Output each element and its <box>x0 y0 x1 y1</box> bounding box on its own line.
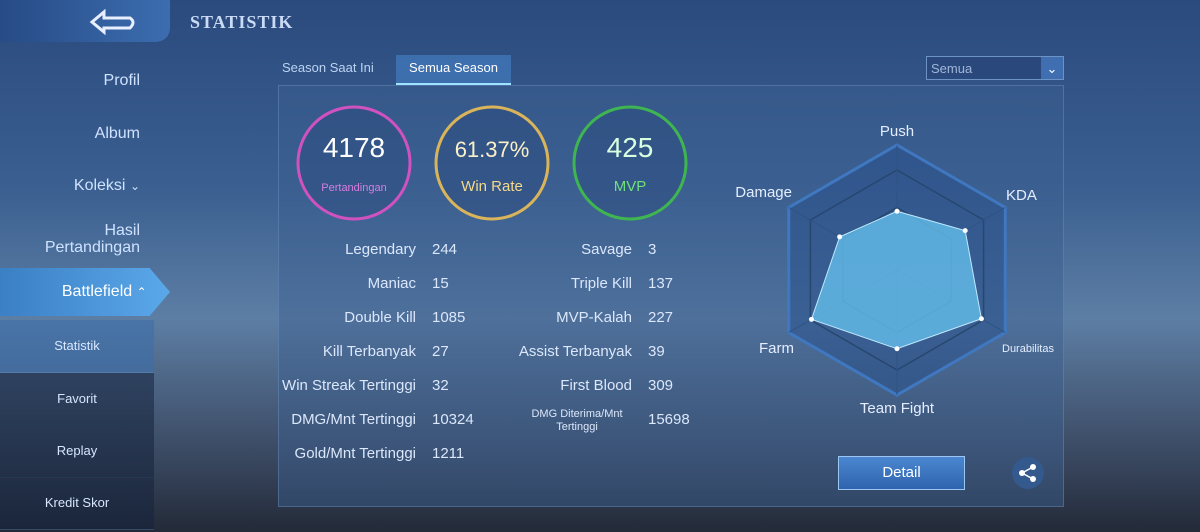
nav-item[interactable]: Profil <box>103 72 140 89</box>
tab[interactable]: Season Saat Ini <box>282 60 374 75</box>
detail-button[interactable]: Detail <box>838 456 965 490</box>
summary-label: Pertandingan <box>321 182 386 194</box>
summary-value: 425 <box>607 132 654 163</box>
nav-text: Battlefield <box>61 283 133 300</box>
summary-value: 4178 <box>323 132 385 163</box>
filter-dropdown[interactable]: Semua ⌄ <box>926 56 1064 80</box>
stat-value: 27 <box>432 343 449 360</box>
sub-item[interactable]: Kredit Skor <box>0 477 154 530</box>
stat-label: DMG/Mnt Tertinggi <box>291 411 416 428</box>
stat-value: 39 <box>648 343 665 360</box>
stat-value: 1211 <box>432 445 465 462</box>
stat-label: Kill Terbanyak <box>322 343 416 360</box>
nav-label: Battlefield ⌃ <box>61 283 147 300</box>
sub-item[interactable]: Favorit <box>0 373 154 426</box>
summary-label: Win Rate <box>461 178 523 195</box>
stat-label: Legendary <box>345 241 416 258</box>
radar-point <box>808 316 814 322</box>
stat-label: Assist Terbanyak <box>518 343 632 360</box>
summary-label: MVP <box>614 178 647 195</box>
summary-ring <box>434 105 550 221</box>
nav-item[interactable]: Koleksi ⌄ <box>73 177 140 194</box>
stat-value: 137 <box>648 275 674 292</box>
stat-label: Triple Kill <box>570 275 632 292</box>
stat-value: 309 <box>648 377 674 394</box>
radar-point <box>837 234 843 240</box>
stat-value: 15698 <box>648 411 690 428</box>
stat-value: 3 <box>648 241 657 258</box>
back-bar <box>0 0 170 42</box>
stat-label: MVP-Kalah <box>556 309 632 326</box>
radar-axis-label: Damage <box>735 184 792 201</box>
tab-active[interactable]: Semua Season <box>396 55 511 85</box>
share-button[interactable] <box>1011 456 1045 490</box>
stat-value: 15 <box>432 275 449 292</box>
nav-item-active[interactable] <box>0 268 170 316</box>
radar-axis-label: Push <box>880 123 914 140</box>
nav-label: Koleksi <box>73 177 126 194</box>
radar-point <box>894 346 900 352</box>
stat-value: 32 <box>432 377 449 394</box>
summary-ring <box>572 105 688 221</box>
stat-label: Maniac <box>367 275 416 292</box>
stat-label: Win Streak Tertinggi <box>282 377 416 394</box>
sub-item-active[interactable]: Statistik <box>0 320 154 373</box>
radar-axis-label: Team Fight <box>860 400 935 417</box>
stat-label: Double Kill <box>344 309 416 326</box>
back-button[interactable] <box>80 6 140 38</box>
nav-item[interactable]: Album <box>94 125 140 142</box>
radar-point <box>978 316 984 322</box>
summary-ring <box>296 105 412 221</box>
page-title: STATISTIK <box>190 12 294 32</box>
stat-label: DMG Diterima/Mnt Tertinggi <box>531 408 623 433</box>
stat-value: 244 <box>432 241 458 258</box>
radar-point <box>894 208 900 214</box>
filter-value: Semua <box>931 61 973 76</box>
stat-value: 227 <box>648 309 674 326</box>
stat-value: 10324 <box>432 411 474 428</box>
stat-label: Gold/Mnt Tertinggi <box>294 445 416 462</box>
stat-label: First Blood <box>560 377 632 394</box>
radar-point <box>962 228 968 234</box>
stat-value: 1085 <box>432 309 466 326</box>
radar-axis-label: KDA <box>1006 187 1037 204</box>
nav-item[interactable]: Hasil Pertandingan <box>44 222 140 256</box>
summary-value: 61.37% <box>455 137 530 162</box>
radar-axis-label: Farm <box>759 340 794 357</box>
sub-item[interactable]: Replay <box>0 425 154 478</box>
stat-label: Savage <box>581 241 632 258</box>
radar-axis-label: Durabilitas <box>1002 343 1054 355</box>
